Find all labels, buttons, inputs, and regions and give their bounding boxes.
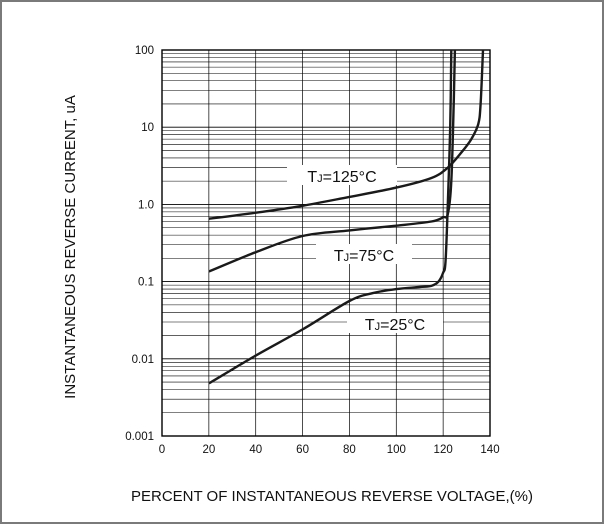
series-line-1 — [208, 49, 457, 273]
series-label-75: TJ=75°C — [334, 248, 394, 265]
series-labels: TJ=125°C TJ=75°C TJ=25°C — [287, 165, 443, 334]
x-tick-label: 80 — [343, 444, 356, 456]
y-tick-label: 0.01 — [132, 354, 154, 366]
y-tick-label: 1.0 — [138, 199, 154, 211]
x-axis-ticks: 0 20 40 60 80 100 120 140 — [159, 444, 500, 456]
x-tick-label: 100 — [387, 444, 406, 456]
series-label-25: TJ=25°C — [365, 317, 425, 334]
series-label-box — [287, 165, 397, 185]
y-axis-ticks: 0.001 0.01 0.1 1.0 10 100 — [125, 45, 154, 443]
x-tick-label: 60 — [296, 444, 309, 456]
y-axis-title: INSTANTANEOUS REVERSE CURRENT, uA — [62, 95, 79, 399]
x-tick-label: 0 — [159, 444, 165, 456]
series-label-box — [316, 244, 412, 264]
series-line-2 — [208, 49, 453, 385]
grid-lines — [162, 50, 490, 437]
x-tick-label: 120 — [434, 444, 453, 456]
y-tick-label: 100 — [135, 45, 154, 57]
curves — [208, 49, 485, 385]
series-label-box — [347, 313, 443, 333]
x-tick-label: 40 — [249, 444, 262, 456]
y-tick-label: 10 — [141, 122, 154, 134]
y-tick-label: 0.001 — [125, 431, 154, 443]
y-tick-label: 0.1 — [138, 277, 154, 289]
series-label-125: TJ=125°C — [307, 169, 376, 186]
x-axis-title: PERCENT OF INSTANTANEOUS REVERSE VOLTAGE… — [131, 488, 533, 505]
x-tick-label: 20 — [202, 444, 215, 456]
plot-border — [161, 49, 491, 437]
x-tick-label: 140 — [480, 444, 499, 456]
series-line-0 — [208, 49, 485, 220]
